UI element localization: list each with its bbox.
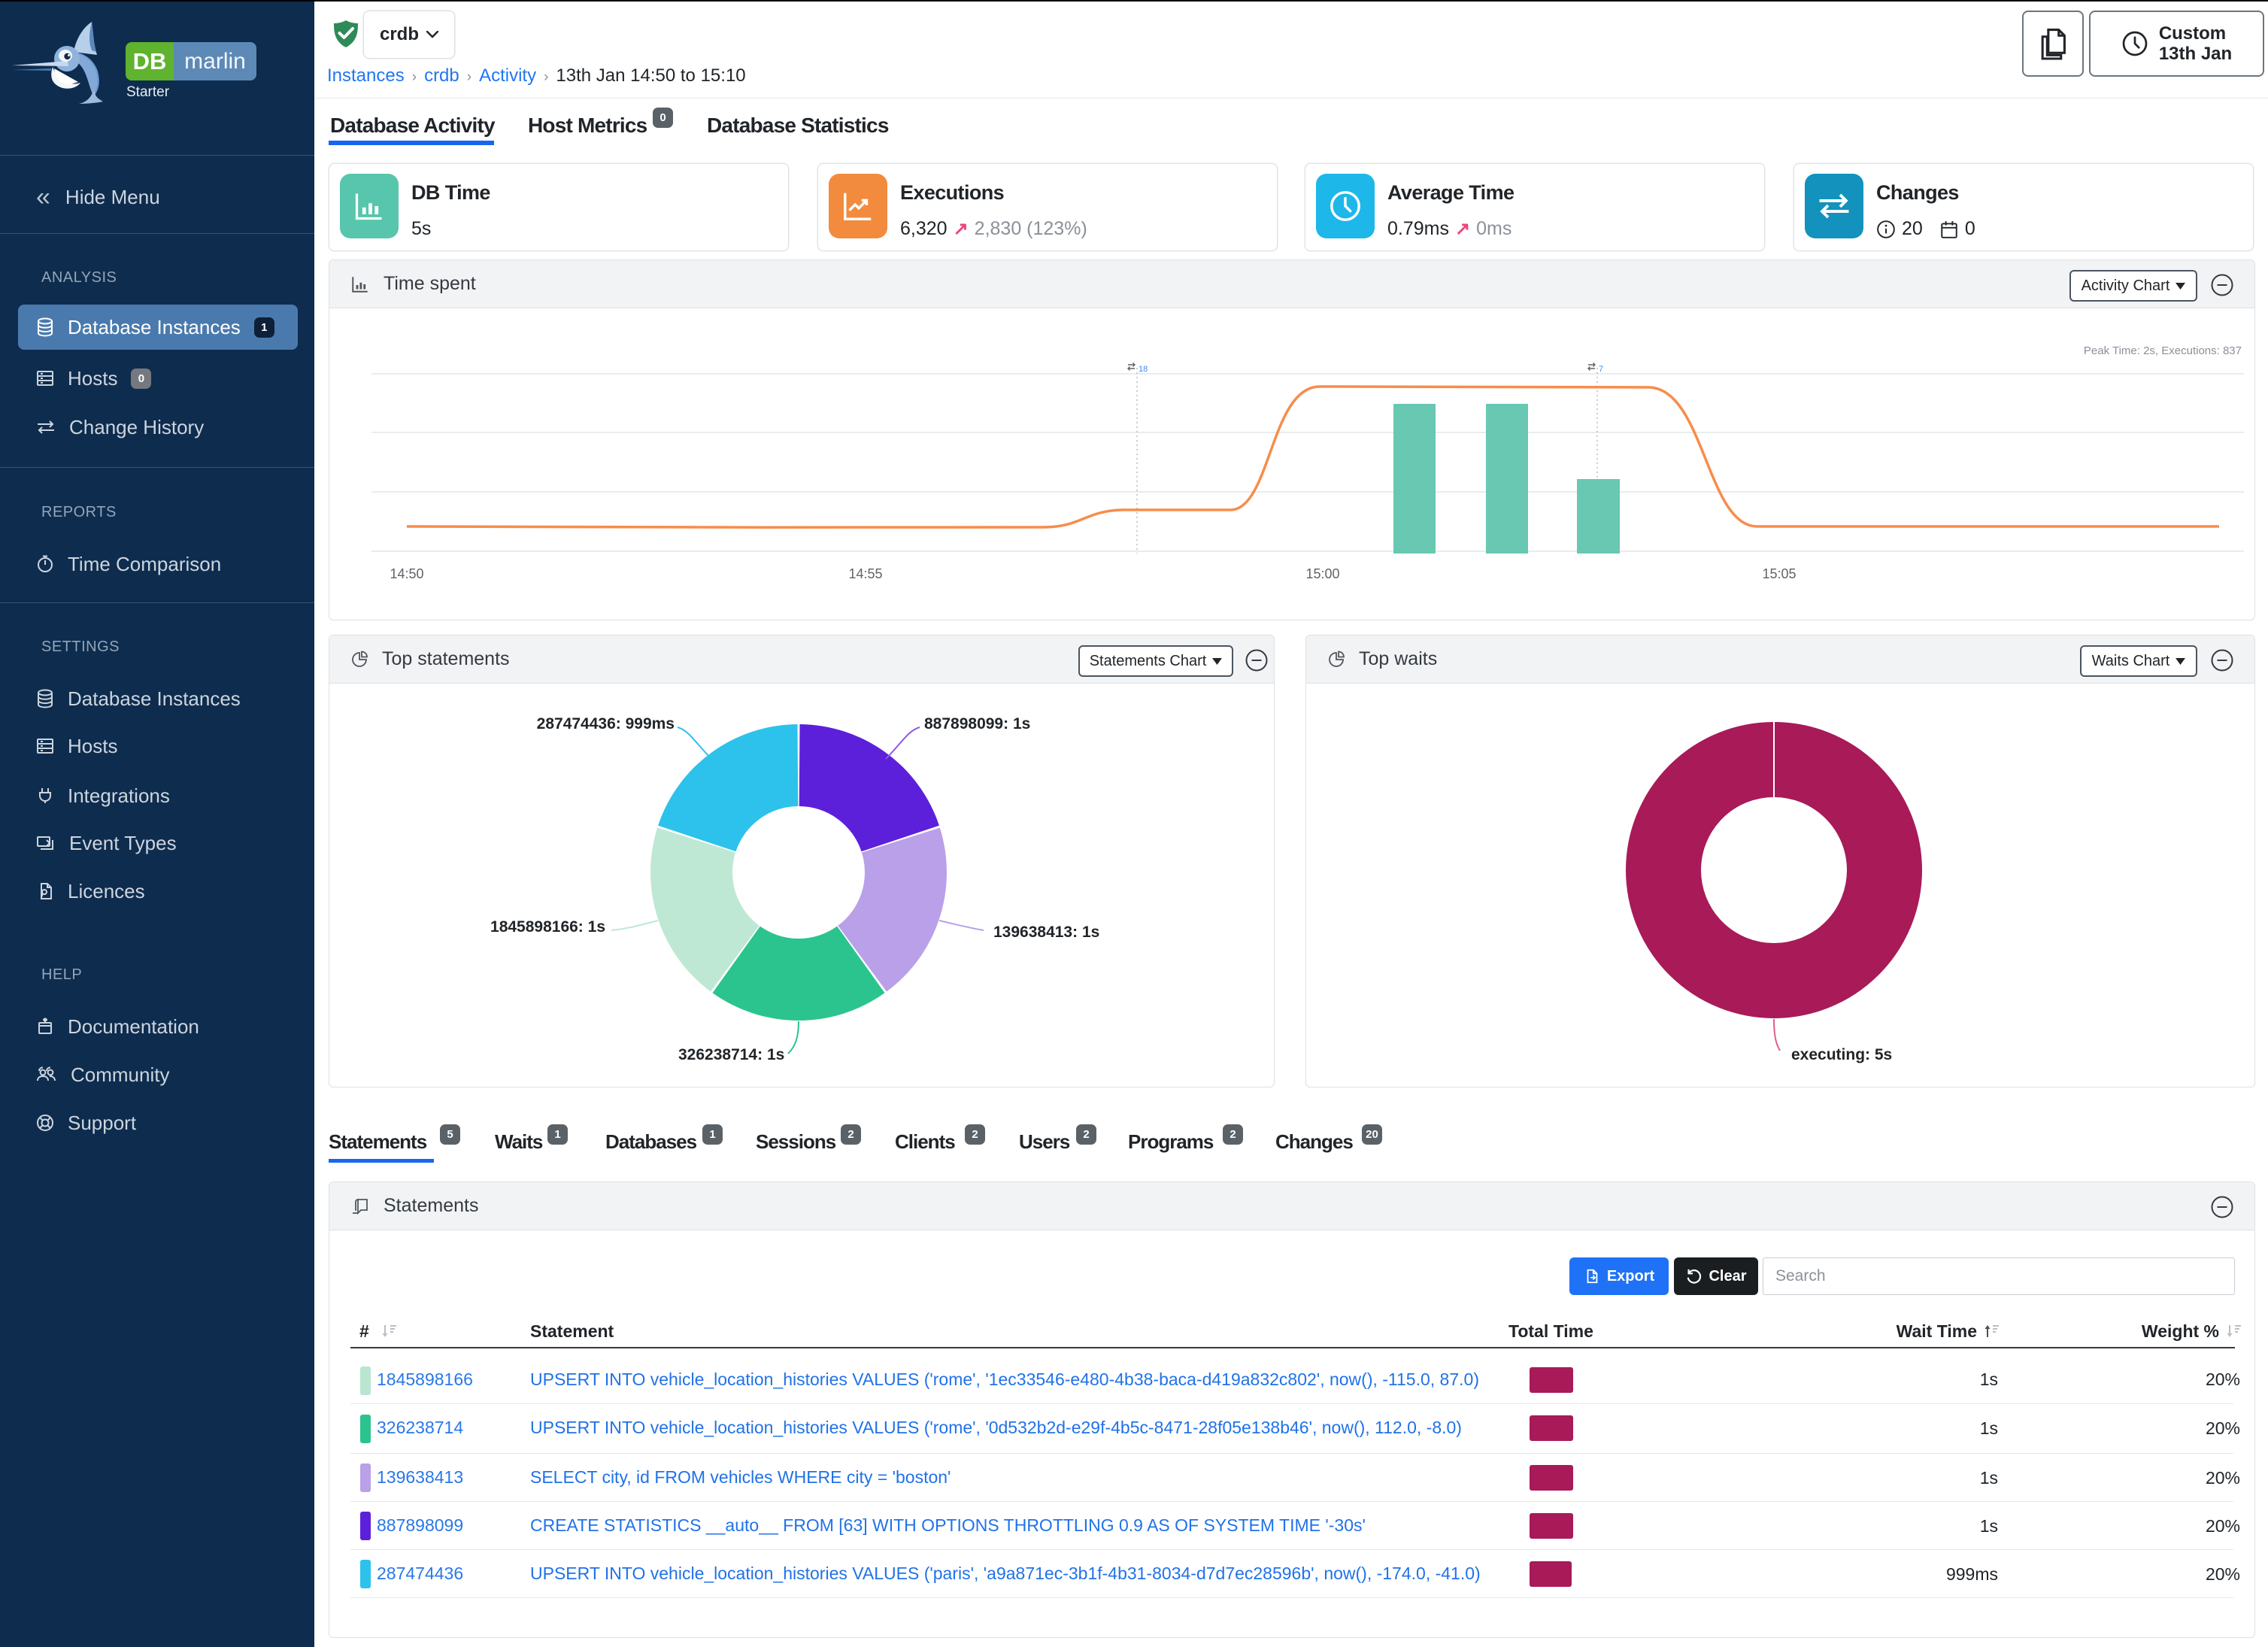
- svg-text:executing: 5s: executing: 5s: [1791, 1046, 1892, 1063]
- svg-text:15:05: 15:05: [1762, 566, 1796, 581]
- svg-text:326238714: 1s: 326238714: 1s: [678, 1046, 784, 1063]
- svg-text:18: 18: [1139, 365, 1148, 374]
- svg-text:14:50: 14:50: [390, 566, 423, 581]
- svg-text:14:55: 14:55: [848, 566, 882, 581]
- svg-text:287474436: 999ms: 287474436: 999ms: [537, 715, 675, 733]
- svg-text:15:00: 15:00: [1305, 566, 1339, 581]
- svg-text:139638413: 1s: 139638413: 1s: [993, 924, 1099, 941]
- svg-text:887898099: 1s: 887898099: 1s: [924, 715, 1030, 733]
- svg-text:7: 7: [1599, 365, 1603, 374]
- svg-text:Peak Time: 2s, Executions: 837: Peak Time: 2s, Executions: 837: [2084, 344, 2242, 357]
- svg-text:1845898166: 1s: 1845898166: 1s: [490, 918, 605, 936]
